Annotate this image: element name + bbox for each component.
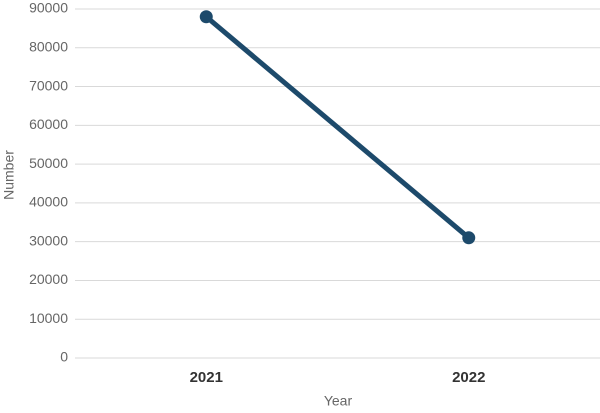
y-tick-label: 40000 <box>29 194 68 210</box>
y-tick-label: 60000 <box>29 116 68 132</box>
x-axis-label: Year <box>324 393 353 409</box>
x-tick-label: 2022 <box>452 369 485 386</box>
line <box>204 14 471 240</box>
x-tick-label: 2021 <box>190 369 223 386</box>
y-tick-label: 30000 <box>29 232 68 248</box>
point <box>462 231 476 245</box>
y-tick-label: 90000 <box>29 0 68 16</box>
y-tick-label: 10000 <box>29 310 68 326</box>
y-tick-label: 20000 <box>29 271 68 287</box>
y-axis-label: Number <box>1 150 17 200</box>
point <box>199 10 213 24</box>
y-tick-label: 80000 <box>29 38 68 54</box>
y-tick-label: 0 <box>60 349 68 365</box>
y-tick-label: 70000 <box>29 77 68 93</box>
y-tick-label: 50000 <box>29 155 68 171</box>
